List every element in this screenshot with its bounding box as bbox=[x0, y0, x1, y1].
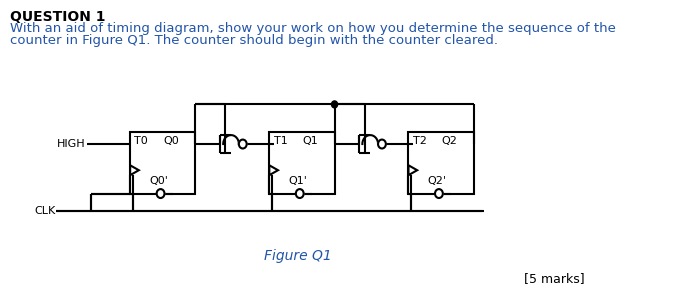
Text: Q1': Q1' bbox=[289, 176, 307, 186]
Text: Q1: Q1 bbox=[302, 136, 318, 146]
Text: [5 marks]: [5 marks] bbox=[524, 272, 584, 285]
Text: CLK: CLK bbox=[34, 206, 55, 216]
Bar bbox=[269, 132, 334, 193]
Circle shape bbox=[378, 140, 386, 148]
Circle shape bbox=[239, 140, 247, 148]
Text: T1: T1 bbox=[274, 136, 287, 146]
Bar bbox=[130, 132, 195, 193]
Bar bbox=[409, 132, 474, 193]
Circle shape bbox=[435, 189, 443, 198]
Text: Q2: Q2 bbox=[441, 136, 458, 146]
Circle shape bbox=[296, 189, 304, 198]
Circle shape bbox=[332, 101, 338, 108]
Text: HIGH: HIGH bbox=[57, 139, 86, 149]
Text: T0: T0 bbox=[134, 136, 148, 146]
Text: Q2': Q2' bbox=[428, 176, 447, 186]
Text: T2: T2 bbox=[413, 136, 427, 146]
Circle shape bbox=[157, 189, 165, 198]
Text: With an aid of timing diagram, show your work on how you determine the sequence : With an aid of timing diagram, show your… bbox=[10, 22, 616, 35]
Text: Q0': Q0' bbox=[149, 176, 168, 186]
Text: Figure Q1: Figure Q1 bbox=[264, 249, 332, 263]
Text: Q0: Q0 bbox=[163, 136, 179, 146]
Text: QUESTION 1: QUESTION 1 bbox=[10, 10, 106, 24]
Text: counter in Figure Q1. The counter should begin with the counter cleared.: counter in Figure Q1. The counter should… bbox=[10, 34, 498, 47]
